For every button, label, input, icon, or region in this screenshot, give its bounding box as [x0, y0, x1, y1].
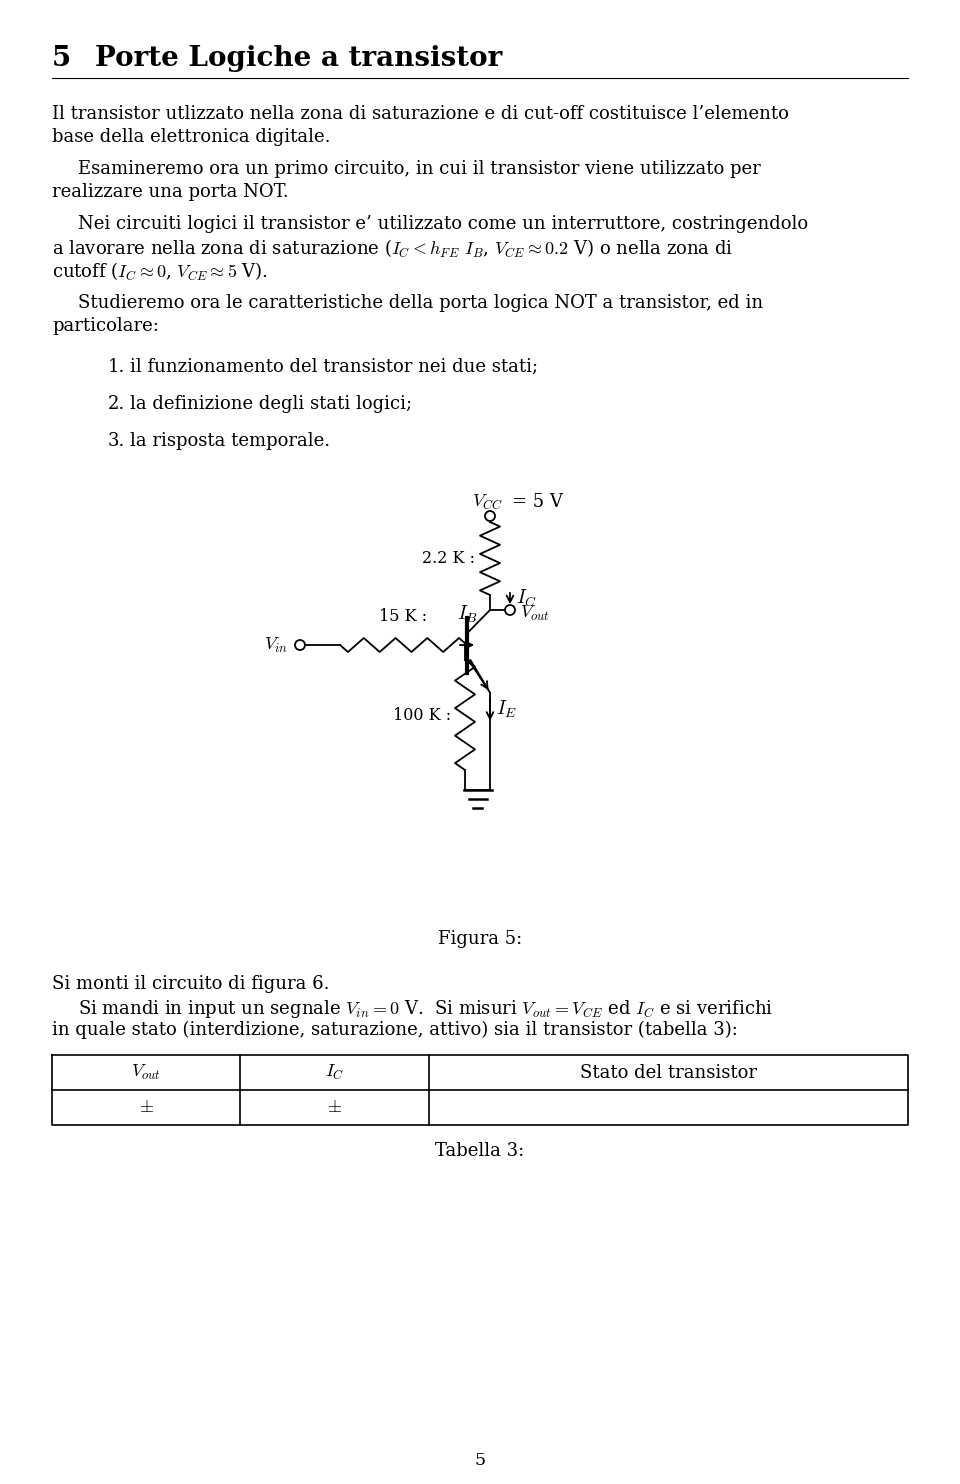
Text: Porte Logiche a transistor: Porte Logiche a transistor	[95, 45, 502, 73]
Text: particolare:: particolare:	[52, 318, 158, 335]
Text: base della elettronica digitale.: base della elettronica digitale.	[52, 128, 330, 145]
Text: 5: 5	[474, 1451, 486, 1469]
Text: Studieremo ora le caratteristiche della porta logica NOT a transistor, ed in: Studieremo ora le caratteristiche della …	[78, 294, 763, 312]
Text: in quale stato (interdizione, saturazione, attivo) sia il transistor (tabella 3): in quale stato (interdizione, saturazion…	[52, 1021, 738, 1039]
Circle shape	[295, 640, 305, 650]
Text: $V_{CC}$: $V_{CC}$	[472, 493, 504, 512]
Text: Figura 5:: Figura 5:	[438, 930, 522, 948]
Text: $\pm$: $\pm$	[138, 1098, 154, 1116]
Text: Si monti il circuito di figura 6.: Si monti il circuito di figura 6.	[52, 975, 329, 993]
Text: 5: 5	[52, 45, 71, 73]
Text: a lavorare nella zona di saturazione ($I_C < h_{FE}$ $I_B$, $V_{CE} \approx 0.2$: a lavorare nella zona di saturazione ($I…	[52, 237, 733, 260]
Text: $I_C$: $I_C$	[516, 588, 537, 608]
Text: Nei circuiti logici il transistor e’ utilizzato come un interruttore, costringen: Nei circuiti logici il transistor e’ uti…	[78, 215, 808, 233]
Text: Stato del transistor: Stato del transistor	[580, 1064, 756, 1082]
Text: 2.2 K :: 2.2 K :	[422, 551, 475, 567]
Text: $I_B$: $I_B$	[457, 604, 477, 625]
Text: $V_{out}$: $V_{out}$	[132, 1063, 161, 1082]
Text: Il transistor utlizzato nella zona di saturazione e di cut-off costituisce l’ele: Il transistor utlizzato nella zona di sa…	[52, 105, 789, 123]
Text: = 5 V: = 5 V	[512, 493, 563, 510]
Text: 15 K :: 15 K :	[379, 608, 427, 625]
Text: $V_{in}$: $V_{in}$	[264, 635, 288, 654]
Text: 3.: 3.	[108, 432, 126, 450]
Text: realizzare una porta NOT.: realizzare una porta NOT.	[52, 183, 289, 200]
Text: Si mandi in input un segnale $V_{in} = 0$ V.  Si misuri $V_{out} = V_{CE}$ ed $I: Si mandi in input un segnale $V_{in} = 0…	[78, 999, 773, 1020]
Text: cutoff ($I_C \approx 0$, $V_{CE} \approx 5$ V).: cutoff ($I_C \approx 0$, $V_{CE} \approx…	[52, 261, 268, 283]
Text: $I_E$: $I_E$	[496, 699, 516, 720]
Text: $V_{out}$: $V_{out}$	[520, 604, 550, 622]
Text: 2.: 2.	[108, 395, 125, 413]
Text: $\pm$: $\pm$	[327, 1098, 342, 1116]
Circle shape	[485, 510, 495, 521]
Text: la definizione degli stati logici;: la definizione degli stati logici;	[130, 395, 412, 413]
Text: il funzionamento del transistor nei due stati;: il funzionamento del transistor nei due …	[130, 358, 539, 375]
Text: Esamineremo ora un primo circuito, in cui il transistor viene utilizzato per: Esamineremo ora un primo circuito, in cu…	[78, 160, 760, 178]
Circle shape	[505, 605, 515, 614]
Text: Tabella 3:: Tabella 3:	[436, 1143, 524, 1160]
Text: $I_C$: $I_C$	[324, 1063, 345, 1082]
Text: 1.: 1.	[108, 358, 126, 375]
Text: 100 K :: 100 K :	[393, 706, 451, 724]
Text: la risposta temporale.: la risposta temporale.	[130, 432, 330, 450]
